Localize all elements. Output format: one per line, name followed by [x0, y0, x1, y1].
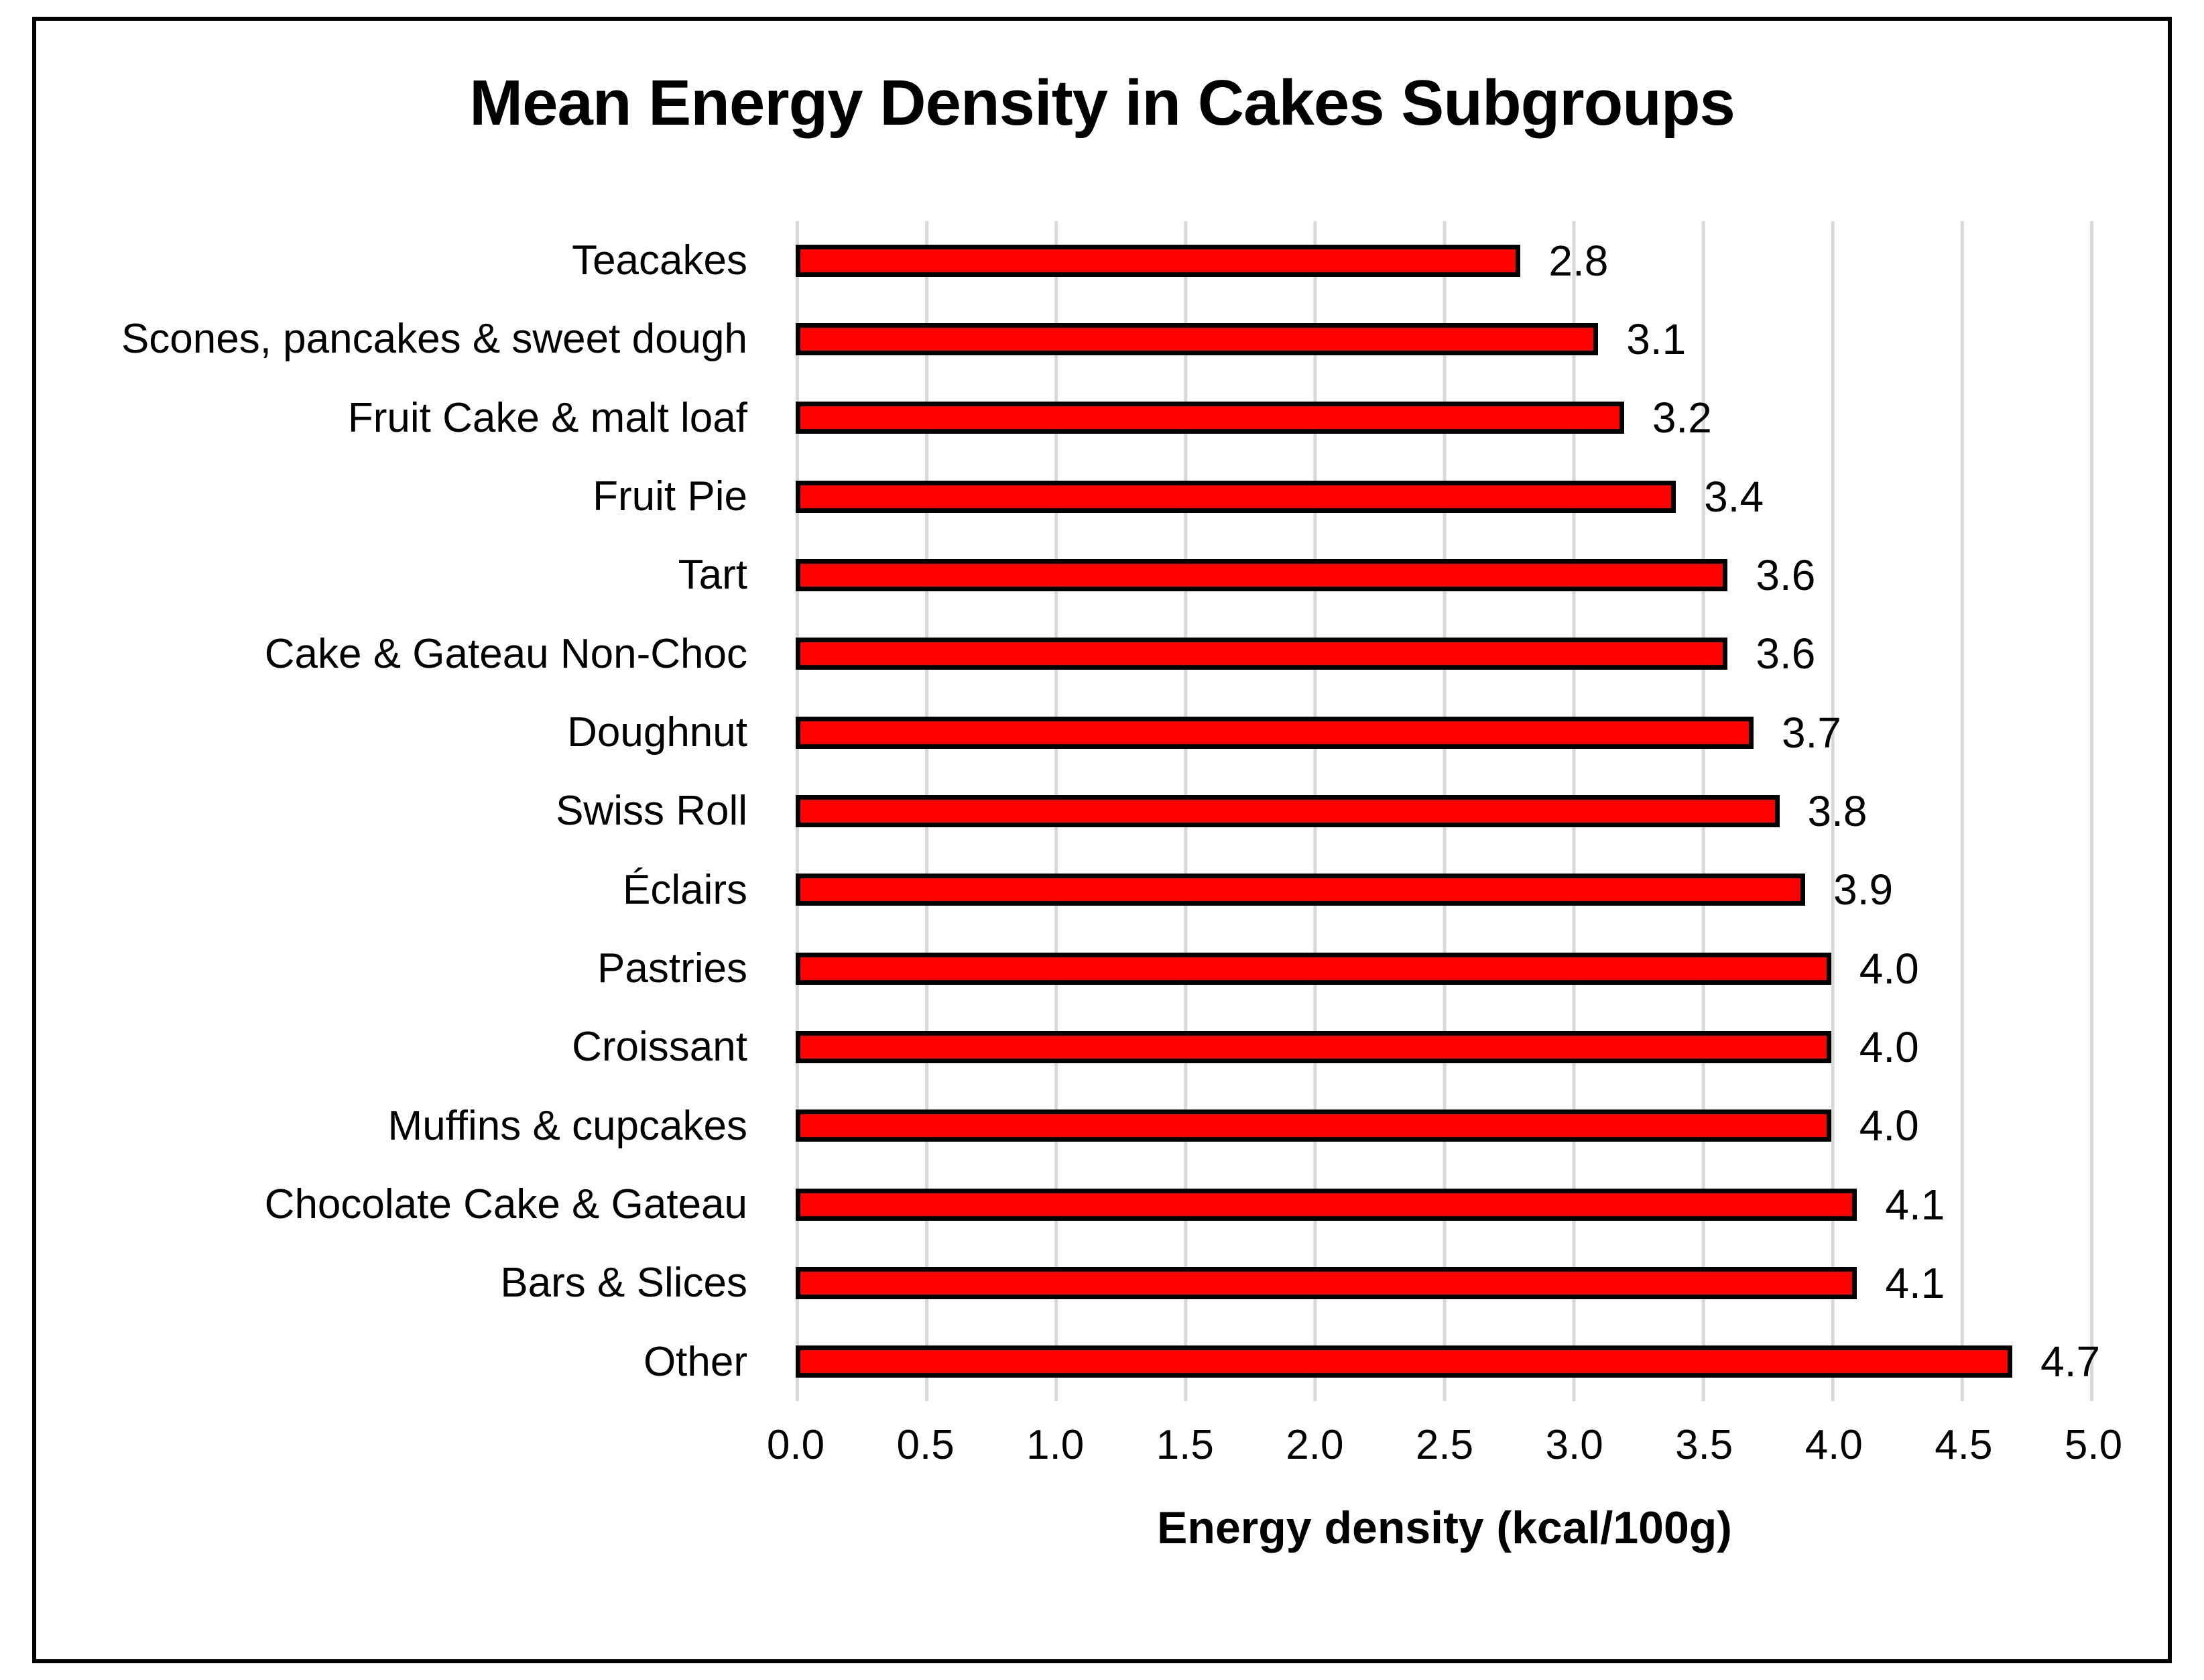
bar-row: Cake & Gateau Non-Choc 3.6 — [36, 614, 2093, 693]
value-label: 3.6 — [1756, 629, 1816, 678]
value-label: 3.6 — [1756, 550, 1816, 599]
bar-row: Muffins & cupcakes 4.0 — [36, 1086, 2093, 1165]
bar — [796, 558, 1728, 591]
x-tick-label: 3.0 — [1545, 1422, 1603, 1468]
plot-area: Teacakes 2.8 Scones, pancakes & sweet doug… — [36, 221, 2100, 1401]
x-tick-label: 3.5 — [1675, 1422, 1733, 1468]
category-label: Chocolate Cake & Gateau — [264, 1181, 747, 1228]
value-label: 4.1 — [1885, 1180, 1945, 1229]
plot-cell: 4.0 — [796, 1086, 2093, 1165]
plot-cell: 3.6 — [796, 614, 2093, 693]
plot-cell: 3.6 — [796, 536, 2093, 615]
plot-cell: 4.1 — [796, 1164, 2093, 1244]
category-label: Scones, pancakes & sweet dough — [121, 316, 747, 363]
category-label: Bars & Slices — [500, 1260, 747, 1307]
value-label: 2.8 — [1548, 236, 1609, 285]
chart-frame: Mean Energy Density in Cakes Subgroups T… — [32, 17, 2172, 1663]
category-label: Pastries — [597, 945, 747, 992]
bar-row: Chocolate Cake & Gateau 4.1 — [36, 1164, 2093, 1244]
value-label: 4.0 — [1859, 944, 1919, 993]
plot-cell: 3.7 — [796, 693, 2093, 772]
x-tick-label: 1.0 — [1026, 1422, 1085, 1468]
x-tick-label: 5.0 — [2064, 1422, 2123, 1468]
category-label: Éclairs — [622, 866, 747, 913]
bar — [796, 244, 1521, 277]
plot-cell: 2.8 — [796, 221, 2093, 300]
bar — [796, 322, 1599, 355]
bar-row: Fruit Cake & malt loaf 3.2 — [36, 378, 2093, 457]
value-label: 3.9 — [1833, 865, 1894, 914]
value-label: 4.0 — [1859, 1101, 1919, 1150]
bar-row: Other 4.7 — [36, 1322, 2100, 1401]
bar-row: Scones, pancakes & sweet dough 3.1 — [36, 300, 2093, 379]
value-label: 3.2 — [1652, 394, 1712, 442]
bar-row: Éclairs 3.9 — [36, 850, 2093, 929]
bar — [796, 1030, 1831, 1063]
bar — [796, 638, 1728, 670]
value-label: 3.7 — [1781, 708, 1841, 757]
category-label: Swiss Roll — [556, 788, 747, 835]
value-label: 4.0 — [1859, 1022, 1919, 1071]
plot-cell: 3.2 — [796, 378, 2093, 457]
category-label: Doughnut — [567, 709, 747, 756]
plot-cell: 4.7 — [796, 1322, 2100, 1401]
category-label: Other — [643, 1338, 747, 1385]
bar — [796, 1188, 1857, 1221]
bar — [796, 1345, 2013, 1378]
x-tick-label: 4.0 — [1804, 1422, 1863, 1468]
x-tick-label: 0.5 — [896, 1422, 955, 1468]
bar — [796, 1109, 1831, 1142]
plot-cell: 3.8 — [796, 772, 2093, 851]
category-label: Fruit Cake & malt loaf — [347, 394, 747, 441]
plot-cell: 3.9 — [796, 850, 2093, 929]
bar-row: Swiss Roll 3.8 — [36, 772, 2093, 851]
bar-row: Croissant 4.0 — [36, 1008, 2093, 1087]
bar — [796, 716, 1754, 749]
bar-row: Teacakes 2.8 — [36, 221, 2093, 300]
x-tick-label: 0.0 — [766, 1422, 825, 1468]
category-label: Muffins & cupcakes — [387, 1102, 747, 1149]
bar — [796, 794, 1780, 827]
x-tick-label: 2.0 — [1286, 1422, 1344, 1468]
category-label: Teacakes — [572, 237, 747, 284]
bar-chart: Teacakes 2.8 Scones, pancakes & sweet doug… — [36, 221, 2168, 1554]
plot-cell: 3.1 — [796, 300, 2093, 379]
category-label: Cake & Gateau Non-Choc — [264, 630, 747, 677]
bar-row: Fruit Pie 3.4 — [36, 457, 2093, 536]
x-tick-label: 4.5 — [1935, 1422, 1993, 1468]
category-label: Croissant — [572, 1024, 747, 1071]
plot-cell: 4.0 — [796, 928, 2093, 1008]
value-label: 3.4 — [1704, 472, 1764, 521]
bar-row: Bars & Slices 4.1 — [36, 1244, 2093, 1323]
bar — [796, 1266, 1857, 1299]
category-label: Tart — [678, 552, 747, 599]
bar-row: Doughnut 3.7 — [36, 693, 2093, 772]
chart-title: Mean Energy Density in Cakes Subgroups — [469, 67, 1735, 139]
value-label: 4.7 — [2040, 1337, 2101, 1386]
x-tick-label: 1.5 — [1156, 1422, 1214, 1468]
value-label: 3.1 — [1626, 314, 1687, 363]
bar-row: Tart 3.6 — [36, 536, 2093, 615]
plot-cell: 4.0 — [796, 1008, 2093, 1087]
x-axis-title: Energy density (kcal/100g) — [1157, 1502, 1732, 1553]
plot-cell: 4.1 — [796, 1244, 2093, 1323]
category-label: Fruit Pie — [593, 473, 747, 520]
bar — [796, 874, 1806, 906]
plot-cell: 3.4 — [796, 457, 2093, 536]
x-axis: 0.0 0.5 1.0 1.5 2.0 2.5 3.0 3.5 4.0 4.5 5.0 — [767, 1421, 2122, 1475]
bar — [796, 952, 1831, 985]
value-label: 4.1 — [1885, 1258, 1945, 1307]
x-tick-label: 2.5 — [1415, 1422, 1474, 1468]
bar-row: Pastries 4.0 — [36, 928, 2093, 1008]
bar — [796, 480, 1676, 513]
bar — [796, 402, 1624, 434]
value-label: 3.8 — [1807, 786, 1868, 835]
